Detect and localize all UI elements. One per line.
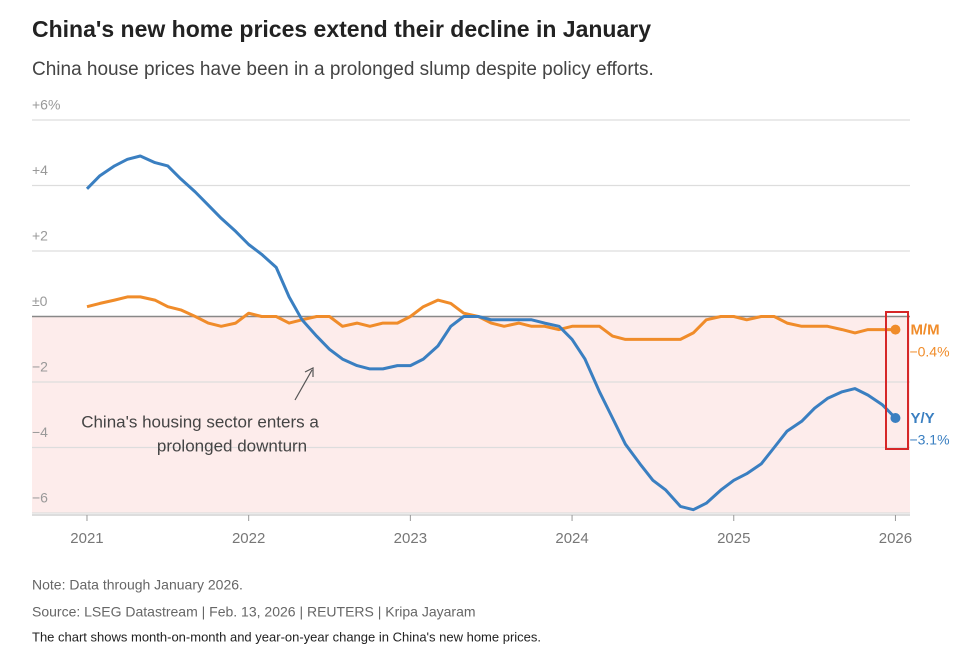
value-label: −0.4% xyxy=(909,343,949,359)
y-tick-label: +4 xyxy=(32,162,48,178)
x-tick-label: 2023 xyxy=(394,530,427,547)
description: The chart shows month-on-month and year-… xyxy=(32,629,541,644)
y-tick-label: +6% xyxy=(32,97,60,113)
legend-label: Y/Y xyxy=(910,410,934,427)
value-label: −3.1% xyxy=(909,432,949,448)
end-dot xyxy=(890,324,901,335)
chart-subtitle: China house prices have been in a prolon… xyxy=(32,59,654,80)
y-tick-label: ±0 xyxy=(32,293,48,309)
highlight-box xyxy=(885,311,909,450)
note: Note: Data through January 2026. xyxy=(32,577,243,593)
y-tick-label: −2 xyxy=(32,359,48,375)
arrow-head xyxy=(304,367,314,377)
end-dot xyxy=(890,413,901,424)
x-tick-label: 2026 xyxy=(879,530,912,547)
x-tick-label: 2021 xyxy=(70,530,103,547)
series-line xyxy=(85,154,897,512)
source: Source: LSEG Datastream | Feb. 13, 2026 … xyxy=(32,604,476,620)
x-tick-label: 2022 xyxy=(232,530,265,547)
y-tick-label: −6 xyxy=(32,490,48,506)
annotation: China's housing sector enters a xyxy=(81,412,319,431)
annotation: prolonged downturn xyxy=(157,436,307,455)
chart-title: China's new home prices extend their dec… xyxy=(32,16,651,42)
y-tick-label: −4 xyxy=(32,424,48,440)
negative-shade xyxy=(32,316,910,513)
x-tick-label: 2025 xyxy=(717,530,750,547)
x-tick-label: 2024 xyxy=(555,530,588,547)
series-line xyxy=(86,295,896,341)
plot-area: +6% +4 +2 ±0 −2 −4 −6 2021 2022 2023 2024 2025 2026 xyxy=(32,97,912,547)
y-tick-label: +2 xyxy=(32,228,48,244)
legend-label: M/M xyxy=(910,322,939,339)
annotation-arrow xyxy=(294,369,313,401)
